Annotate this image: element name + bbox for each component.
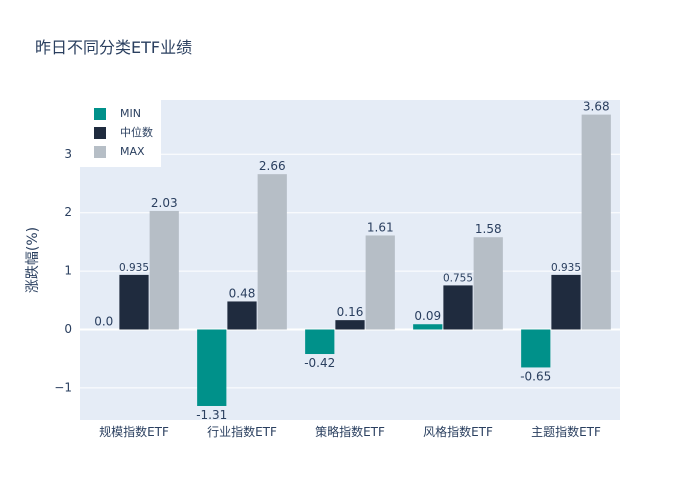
x-tick-label: 规模指数ETF xyxy=(99,424,169,439)
data-label: 0.0 xyxy=(94,314,113,328)
x-tick-label: 策略指数ETF xyxy=(315,424,385,439)
legend-label: 中位数 xyxy=(120,125,153,139)
y-tick-label: 1 xyxy=(64,264,72,278)
y-tick-label: 2 xyxy=(64,205,72,219)
bar[interactable] xyxy=(521,329,551,368)
bar[interactable] xyxy=(227,301,257,330)
legend-swatch xyxy=(94,108,106,120)
data-label: 1.61 xyxy=(367,220,394,234)
data-label: 0.48 xyxy=(229,286,256,300)
bar[interactable] xyxy=(119,274,149,330)
y-axis-label: 涨跌幅(%) xyxy=(25,227,41,293)
data-labels: 0.0 0.935 2.03 -1.31 0.48 2.66 -0.42 0.16 1.61 0.… xyxy=(94,100,609,422)
legend-background xyxy=(80,100,161,167)
bar[interactable] xyxy=(365,235,395,330)
x-tick-label: 主题指数ETF xyxy=(531,424,601,439)
bars xyxy=(119,114,611,406)
x-tick-label: 行业指数ETF xyxy=(207,424,277,439)
bar[interactable] xyxy=(413,324,443,330)
chart-title: 昨日不同分类ETF业绩 xyxy=(35,38,193,57)
bar[interactable] xyxy=(551,274,581,330)
bar[interactable] xyxy=(257,174,287,330)
data-label: 0.09 xyxy=(414,309,441,323)
data-label: -1.31 xyxy=(196,408,227,422)
x-axis-ticks: 规模指数ETF 行业指数ETF 策略指数ETF 风格指数ETF 主题指数ETF xyxy=(99,424,601,439)
data-label: -0.65 xyxy=(520,369,551,383)
legend[interactable]: MIN 中位数 MAX xyxy=(80,100,161,167)
bar[interactable] xyxy=(443,285,473,330)
y-tick-label: 3 xyxy=(64,147,72,161)
data-label: 0.755 xyxy=(443,272,473,284)
legend-label: MIN xyxy=(120,107,141,120)
x-tick-label: 风格指数ETF xyxy=(423,424,493,439)
legend-label: MAX xyxy=(120,145,145,158)
data-label: 0.16 xyxy=(337,305,364,319)
y-axis-ticks: −1 0 1 2 3 xyxy=(54,147,72,395)
y-tick-label: 0 xyxy=(64,322,72,336)
bar[interactable] xyxy=(581,114,611,330)
data-label: 2.66 xyxy=(259,159,286,173)
data-label: 0.935 xyxy=(551,262,581,274)
bar[interactable] xyxy=(149,210,179,330)
legend-swatch xyxy=(94,127,106,139)
y-tick-label: −1 xyxy=(54,380,72,394)
data-label: 2.03 xyxy=(151,196,178,210)
bar[interactable] xyxy=(305,329,335,355)
legend-swatch xyxy=(94,146,106,158)
bar[interactable] xyxy=(197,329,227,406)
bar[interactable] xyxy=(335,320,365,330)
data-label: 3.68 xyxy=(583,100,610,114)
data-label: -0.42 xyxy=(304,356,335,370)
bar[interactable] xyxy=(473,237,503,330)
data-label: 0.935 xyxy=(119,262,149,274)
data-label: 1.58 xyxy=(475,222,502,236)
